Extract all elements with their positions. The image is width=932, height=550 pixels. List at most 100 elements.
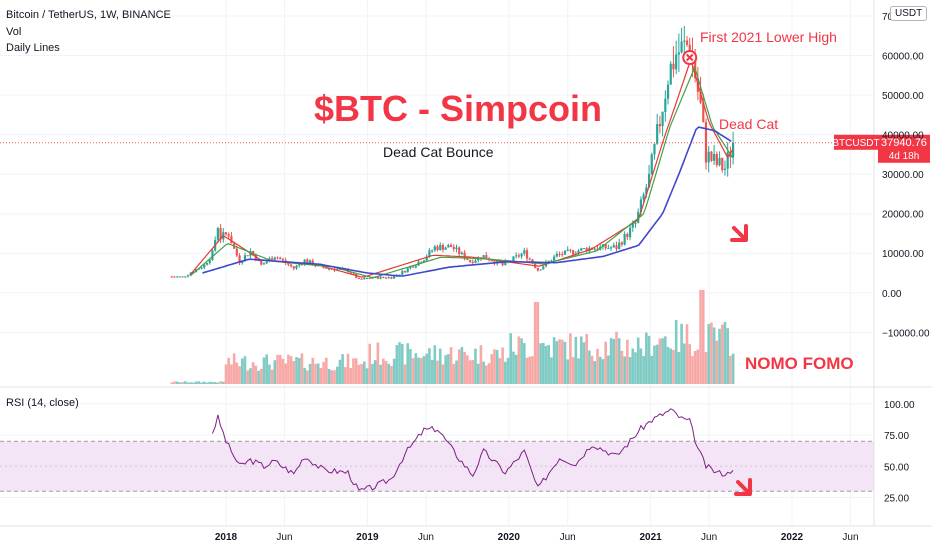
candle-body <box>656 124 659 144</box>
candle-body <box>626 233 629 238</box>
candle-body <box>200 267 203 269</box>
volume-bar <box>238 366 241 384</box>
volume-bar <box>319 367 323 384</box>
volume-bar <box>569 333 572 384</box>
price-tick-label: 10000.00 <box>882 249 924 260</box>
candle-body <box>360 278 363 280</box>
volume-bar <box>691 356 694 384</box>
candle-body <box>298 264 301 266</box>
volume-bar <box>571 357 575 384</box>
volume-bar <box>723 321 727 384</box>
volume-bar <box>268 364 271 384</box>
volume-bar <box>628 357 632 384</box>
volume-bar <box>517 336 521 384</box>
volume-bar <box>403 364 407 384</box>
time-tick-label: 2021 <box>639 532 662 543</box>
volume-bar <box>441 364 445 384</box>
candle-body <box>230 236 233 244</box>
dead-cat-annotation: Dead Cat <box>719 116 779 132</box>
vol-legend[interactable]: Vol <box>6 26 22 38</box>
candle-body <box>726 152 729 169</box>
volume-bar <box>216 382 220 384</box>
candle-body <box>623 233 626 245</box>
candle-body <box>639 199 643 212</box>
volume-bar <box>170 382 174 384</box>
volume-bar <box>601 359 605 384</box>
price-tag-symbol-bg <box>834 134 878 150</box>
price-tick-label: 50000.00 <box>882 91 924 102</box>
volume-bar <box>419 358 423 384</box>
currency-button[interactable]: USDT <box>890 6 928 21</box>
volume-bar <box>479 345 483 384</box>
candle-body <box>257 260 260 262</box>
volume-bar <box>409 349 412 384</box>
volume-bar <box>701 290 705 384</box>
volume-bar <box>609 337 613 384</box>
candle-body <box>300 264 304 266</box>
volume-bar <box>455 360 458 384</box>
candle-body <box>428 250 431 257</box>
volume-bar <box>620 350 624 384</box>
volume-bar <box>376 342 380 384</box>
candle-body <box>287 263 290 265</box>
candle-body <box>279 257 282 260</box>
lower-high-marker-x <box>686 53 694 62</box>
candle-body <box>634 222 637 224</box>
candle-body <box>458 247 461 255</box>
volume-bar <box>316 363 320 384</box>
volume-bar <box>311 357 315 384</box>
volume-bar <box>308 363 312 384</box>
candle-body <box>550 260 553 262</box>
volume-bar <box>596 348 599 384</box>
volume-bar <box>257 370 260 384</box>
volume-bar <box>661 338 664 384</box>
symbol-legend[interactable]: Bitcoin / TetherUS, 1W, BINANCE <box>6 9 171 21</box>
candle-body <box>482 255 485 260</box>
candle-body <box>558 253 561 255</box>
candle-body <box>406 268 409 273</box>
candle-body <box>379 276 382 279</box>
candle-body <box>241 261 244 264</box>
candle-body <box>420 261 423 263</box>
volume-bar <box>650 355 654 384</box>
volume-bar <box>189 382 193 384</box>
volume-bar <box>341 354 344 384</box>
candle-body <box>669 63 672 85</box>
volume-bar <box>395 345 399 384</box>
volume-bar <box>680 323 683 384</box>
volume-bar <box>615 331 618 384</box>
candle-body <box>382 276 385 278</box>
volume-bar <box>555 341 559 384</box>
candle-body <box>224 232 228 235</box>
candle-body <box>325 267 328 269</box>
volume-bar <box>354 358 358 384</box>
candle-body <box>363 278 366 280</box>
candle-body <box>685 40 689 45</box>
time-tick-label: 2018 <box>215 532 238 543</box>
candle-body <box>276 257 279 259</box>
volume-bar <box>344 367 347 384</box>
candle-body <box>352 273 355 275</box>
volume-bar <box>574 336 578 384</box>
volume-bar <box>178 382 182 384</box>
candle-body <box>615 245 618 249</box>
candle-body <box>688 44 691 55</box>
candle-body <box>211 250 214 260</box>
daily-lines-legend[interactable]: Daily Lines <box>6 42 60 54</box>
volume-bar <box>270 369 274 384</box>
candle-body <box>357 278 360 280</box>
volume-bar <box>327 368 331 384</box>
candle-body <box>609 247 613 249</box>
volume-bar <box>219 381 222 384</box>
candle-body <box>732 142 735 158</box>
volume-bar <box>205 382 209 384</box>
volume-bar <box>227 357 231 384</box>
volume-bar <box>338 359 342 384</box>
volume-bar <box>707 324 711 384</box>
volume-bar <box>674 320 678 384</box>
candle-body <box>314 265 317 267</box>
volume-bar <box>433 345 437 384</box>
volume-bar <box>547 345 551 384</box>
moving-average-line <box>202 126 732 277</box>
